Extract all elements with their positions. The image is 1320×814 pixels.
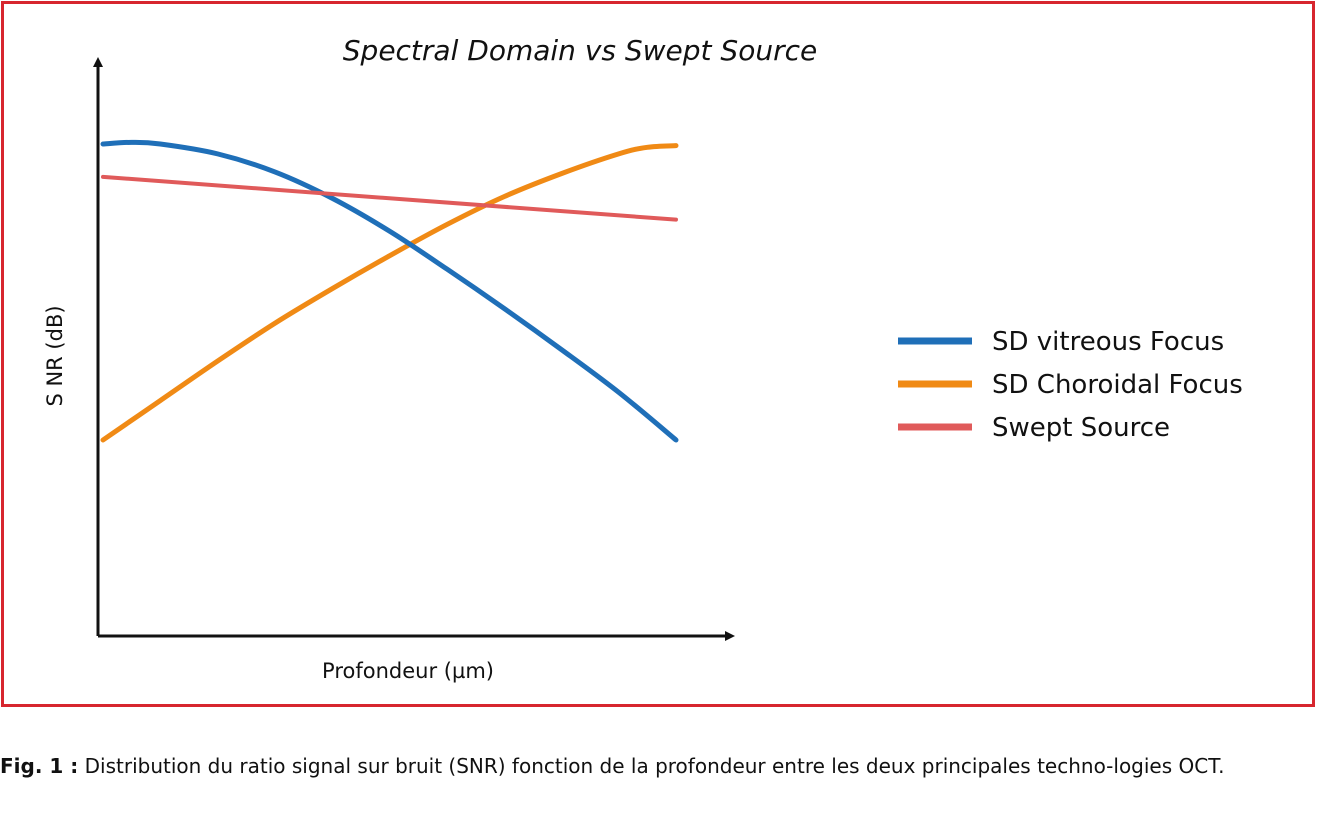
caption-label: Fig. 1 :: [0, 754, 79, 778]
series-line-sd-choroidal-focus: [100, 143, 679, 443]
series-layer: [100, 139, 679, 443]
legend-label: Swept Source: [992, 413, 1170, 443]
legend-label: SD Choroidal Focus: [992, 370, 1243, 400]
caption-text: Distribution du ratio signal sur bruit (…: [78, 754, 1225, 778]
legend-item: SD Choroidal Focus: [898, 370, 1243, 400]
figure-frame: [1, 1, 1315, 707]
chart-title: Spectral Domain vs Swept Source: [343, 34, 817, 67]
y-axis-label: S NR (dB): [43, 305, 67, 406]
series-line-swept-source: [101, 174, 678, 222]
figure-caption: Fig. 1 : Distribution du ratio signal su…: [0, 752, 1315, 780]
legend-item: SD vitreous Focus: [898, 327, 1224, 357]
legend-item: Swept Source: [898, 413, 1170, 443]
legend-label: SD vitreous Focus: [992, 327, 1224, 357]
snr-depth-chart: Spectral Domain vs Swept Source Profonde…: [43, 34, 1243, 683]
series-line-sd-vitreous-focus: [100, 139, 679, 443]
legend: SD vitreous Focus SD Choroidal Focus Swept…: [898, 327, 1243, 443]
x-axis-label: Profondeur (µm): [322, 659, 494, 683]
